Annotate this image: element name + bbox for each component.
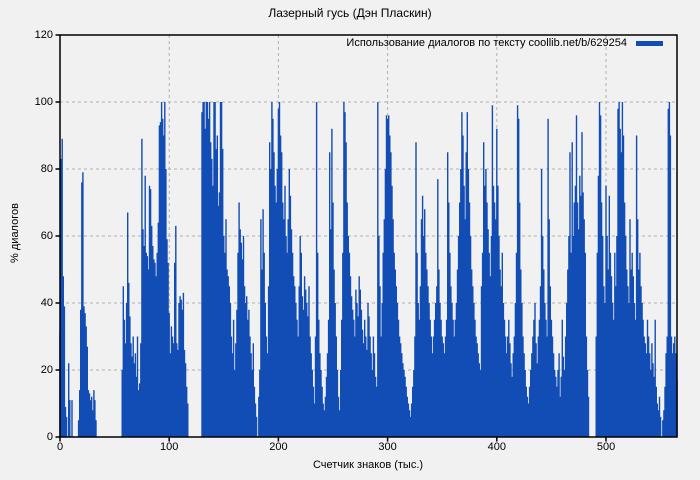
y-tick-label: 120	[34, 29, 53, 41]
chart-title: Лазерный гусь (Дэн Пласкин)	[268, 6, 432, 20]
y-tick-label: 100	[34, 96, 53, 108]
x-tick-label: 400	[487, 441, 506, 453]
y-tick-label: 40	[40, 297, 53, 309]
x-tick-label: 300	[378, 441, 397, 453]
series-impulses	[59, 102, 678, 437]
tick-marks	[55, 34, 607, 442]
y-tick-label: 0	[46, 431, 53, 443]
x-tick-label: 500	[596, 441, 616, 453]
x-tick-label: 100	[160, 441, 179, 453]
y-tick-label: 20	[40, 364, 53, 376]
x-axis-label: Счетчик знаков (тыс.)	[312, 459, 424, 471]
x-tick-label: 200	[269, 441, 288, 453]
legend-label: Использование диалогов по тексту coollib…	[346, 37, 627, 49]
legend-line-swatch	[636, 41, 663, 46]
y-tick-label: 60	[40, 230, 53, 242]
y-tick-label: 80	[40, 163, 53, 175]
x-tick-label: 0	[56, 441, 64, 453]
